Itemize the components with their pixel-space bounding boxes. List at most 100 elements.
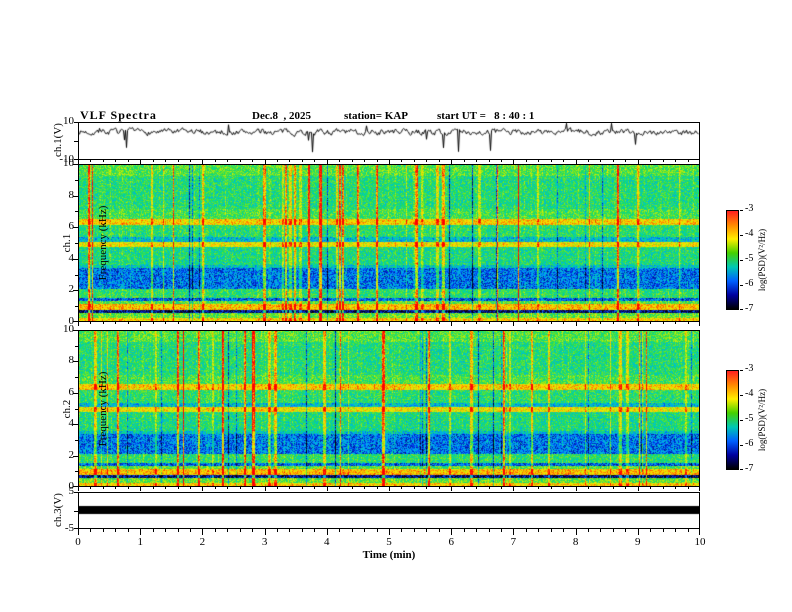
x-minor-tick <box>364 487 365 489</box>
ch3-wave-ylabel: ch.3(V) <box>52 493 64 527</box>
ch1-spec-ylabel-line2: Frequency (kHz) <box>97 205 109 281</box>
x-minor-tick <box>563 160 564 162</box>
x-minor-tick <box>339 529 340 532</box>
ch2-spectrogram-canvas <box>79 331 699 486</box>
x-minor-tick <box>401 322 402 324</box>
x-minor-tick <box>377 487 378 489</box>
colorbar-tick-label: -3 <box>745 363 754 374</box>
y-major-tick <box>73 164 78 165</box>
x-tick-label: 3 <box>261 536 268 548</box>
x-minor-tick <box>289 487 290 489</box>
y-tick-label: 10 <box>63 115 74 127</box>
x-major-tick <box>78 529 79 535</box>
x-minor-tick <box>501 529 502 532</box>
x-minor-tick <box>103 529 104 532</box>
x-minor-tick <box>489 322 490 324</box>
colorbar-tick-label: -4 <box>745 388 754 399</box>
x-minor-tick <box>439 160 440 162</box>
x-minor-tick <box>128 529 129 532</box>
x-major-tick <box>327 322 328 326</box>
x-major-tick <box>576 529 577 535</box>
x-minor-tick <box>364 160 365 162</box>
x-minor-tick <box>289 160 290 162</box>
y-minor-tick <box>75 180 78 181</box>
x-minor-tick <box>464 322 465 324</box>
y-tick-label: 0 <box>68 480 75 492</box>
x-minor-tick <box>314 160 315 162</box>
colorbar-tick-label: -3 <box>745 203 754 214</box>
x-minor-tick <box>190 160 191 162</box>
y-tick-label: 2 <box>68 283 75 296</box>
x-minor-tick <box>215 487 216 489</box>
x-tick-label: 9 <box>635 536 641 548</box>
figure-date: Dec.8 , 2025 <box>252 110 311 122</box>
x-minor-tick <box>650 529 651 532</box>
x-minor-tick <box>153 160 154 162</box>
x-major-tick <box>140 487 141 491</box>
x-minor-tick <box>240 529 241 532</box>
y-major-tick <box>73 361 78 362</box>
x-minor-tick <box>563 487 564 489</box>
x-major-tick <box>327 529 328 535</box>
panel-ch1-spectrogram <box>78 164 700 322</box>
x-tick-label: 0 <box>75 536 81 548</box>
y-tick-label: 10 <box>63 157 74 169</box>
x-minor-tick <box>401 160 402 162</box>
x-minor-tick <box>115 160 116 162</box>
x-minor-tick <box>613 322 614 324</box>
x-major-tick <box>202 322 203 326</box>
x-minor-tick <box>414 487 415 489</box>
x-minor-tick <box>153 487 154 489</box>
x-minor-tick <box>289 322 290 324</box>
x-minor-tick <box>165 160 166 162</box>
y-major-tick <box>74 141 78 142</box>
x-minor-tick <box>551 322 552 324</box>
figure-station: station= KAP <box>344 110 409 122</box>
x-major-tick <box>451 322 452 326</box>
x-minor-tick <box>227 160 228 162</box>
y-tick-label: 6 <box>68 220 75 233</box>
x-minor-tick <box>625 529 626 532</box>
x-minor-tick <box>302 487 303 489</box>
x-axis-label: Time (min) <box>362 549 416 561</box>
x-minor-tick <box>526 487 527 489</box>
colorbar-tick-label: -4 <box>745 228 754 239</box>
x-major-tick <box>576 322 577 326</box>
y-tick-label: 4 <box>68 417 75 430</box>
x-minor-tick <box>277 529 278 532</box>
x-minor-tick <box>165 487 166 489</box>
x-minor-tick <box>165 322 166 324</box>
x-tick-label: 7 <box>510 536 517 548</box>
x-minor-tick <box>538 322 539 324</box>
x-minor-tick <box>663 529 664 532</box>
x-major-tick <box>638 487 639 491</box>
x-major-tick <box>202 160 203 164</box>
y-tick-label: -5 <box>64 522 74 534</box>
x-minor-tick <box>339 487 340 489</box>
x-minor-tick <box>215 529 216 532</box>
x-minor-tick <box>688 322 689 324</box>
y-major-tick <box>74 492 78 493</box>
y-tick-label: -10 <box>59 153 74 165</box>
x-major-tick <box>513 529 514 535</box>
x-minor-tick <box>464 487 465 489</box>
y-minor-tick <box>75 377 78 378</box>
y-major-tick <box>73 456 78 457</box>
x-minor-tick <box>377 322 378 324</box>
x-minor-tick <box>526 529 527 532</box>
y-major-tick <box>73 290 78 291</box>
colorbar-tick <box>740 445 743 446</box>
colorbar-tick-label: -6 <box>745 278 754 289</box>
y-major-tick <box>74 511 78 512</box>
x-major-tick <box>576 160 577 164</box>
y-minor-tick <box>75 440 78 441</box>
x-minor-tick <box>352 529 353 532</box>
x-minor-tick <box>103 160 104 162</box>
x-minor-tick <box>688 529 689 532</box>
x-minor-tick <box>352 487 353 489</box>
x-minor-tick <box>240 160 241 162</box>
x-minor-tick <box>625 322 626 324</box>
x-minor-tick <box>600 322 601 324</box>
x-minor-tick <box>551 529 552 532</box>
colorbar-tick <box>740 469 743 470</box>
